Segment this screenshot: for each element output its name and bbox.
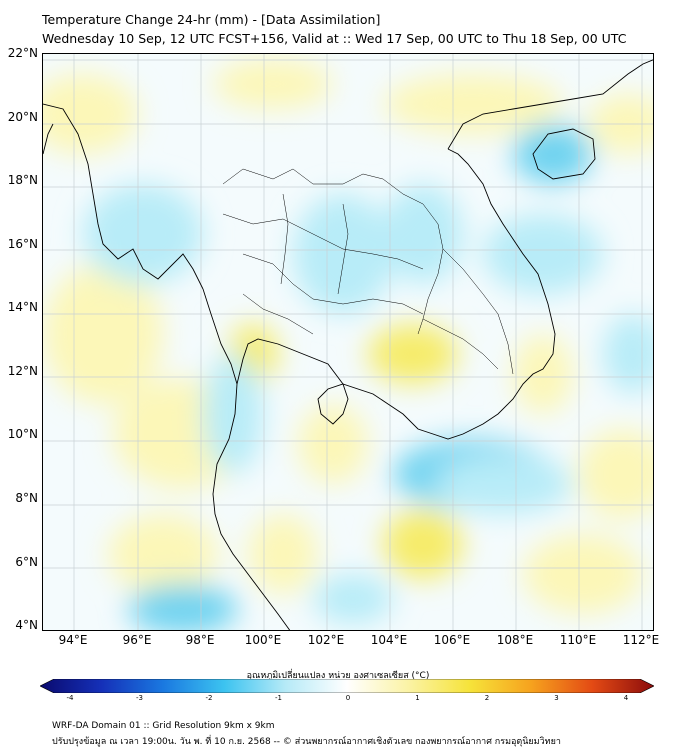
lon-tick-label: 102°E (307, 633, 345, 647)
colorbar-tick-label: -4 (66, 694, 74, 702)
colorbar-tick-label: -1 (275, 694, 282, 702)
lon-tick-label: 100°E (244, 633, 282, 647)
lat-tick-label: 14°N (7, 300, 38, 314)
colorbar (40, 679, 654, 693)
lon-tick-label: 104°E (370, 633, 408, 647)
map-panel[interactable] (42, 53, 654, 631)
colorbar-title: อุณหภูมิเปลี่ยนแปลง หน่วย องศาเซลเซียส (… (246, 671, 430, 681)
lon-tick-label: 94°E (58, 633, 88, 647)
temperature-field-map (43, 54, 653, 630)
temperature-shading (43, 59, 653, 630)
colorbar-tick-label: 4 (623, 694, 629, 702)
lon-tick-label: 108°E (496, 633, 534, 647)
lat-tick-label: 18°N (7, 173, 38, 187)
border-lines (222, 168, 514, 375)
lat-tick-label: 10°N (7, 427, 38, 441)
coastlines (43, 59, 653, 630)
map-subtitle: Wednesday 10 Sep, 12 UTC FCST+156, Valid… (42, 31, 627, 46)
lon-tick-label: 96°E (122, 633, 152, 647)
colorbar-tick-label: -3 (136, 694, 143, 702)
lon-tick-label: 98°E (185, 633, 215, 647)
lat-tick-label: 12°N (7, 364, 38, 378)
colorbar-tick-label: 2 (484, 694, 490, 702)
colorbar-tick-label: -2 (205, 694, 213, 702)
colorbar-tick-label: 0 (345, 694, 351, 702)
lon-tick-label: 112°E (622, 633, 660, 647)
lat-tick-label: 20°N (7, 110, 38, 124)
lon-tick-label: 106°E (433, 633, 471, 647)
colorbar-tick-label: 1 (415, 694, 420, 702)
grid-lines (43, 54, 653, 630)
lat-tick-label: 16°N (7, 237, 38, 251)
lat-tick-label: 4°N (15, 618, 38, 632)
map-title: Temperature Change 24-hr (mm) - [Data As… (42, 12, 381, 27)
colorbar-tick-label: 3 (554, 694, 559, 702)
lat-tick-label: 6°N (15, 555, 38, 569)
lat-tick-label: 8°N (15, 491, 38, 505)
footer-model-info: WRF-DA Domain 01 :: Grid Resolution 9km … (52, 721, 275, 731)
lon-tick-label: 110°E (559, 633, 597, 647)
footer-credit: ปรับปรุงข้อมูล ณ เวลา 19:00น. วัน พ. ที่… (52, 737, 561, 747)
lat-tick-label: 22°N (7, 46, 38, 60)
